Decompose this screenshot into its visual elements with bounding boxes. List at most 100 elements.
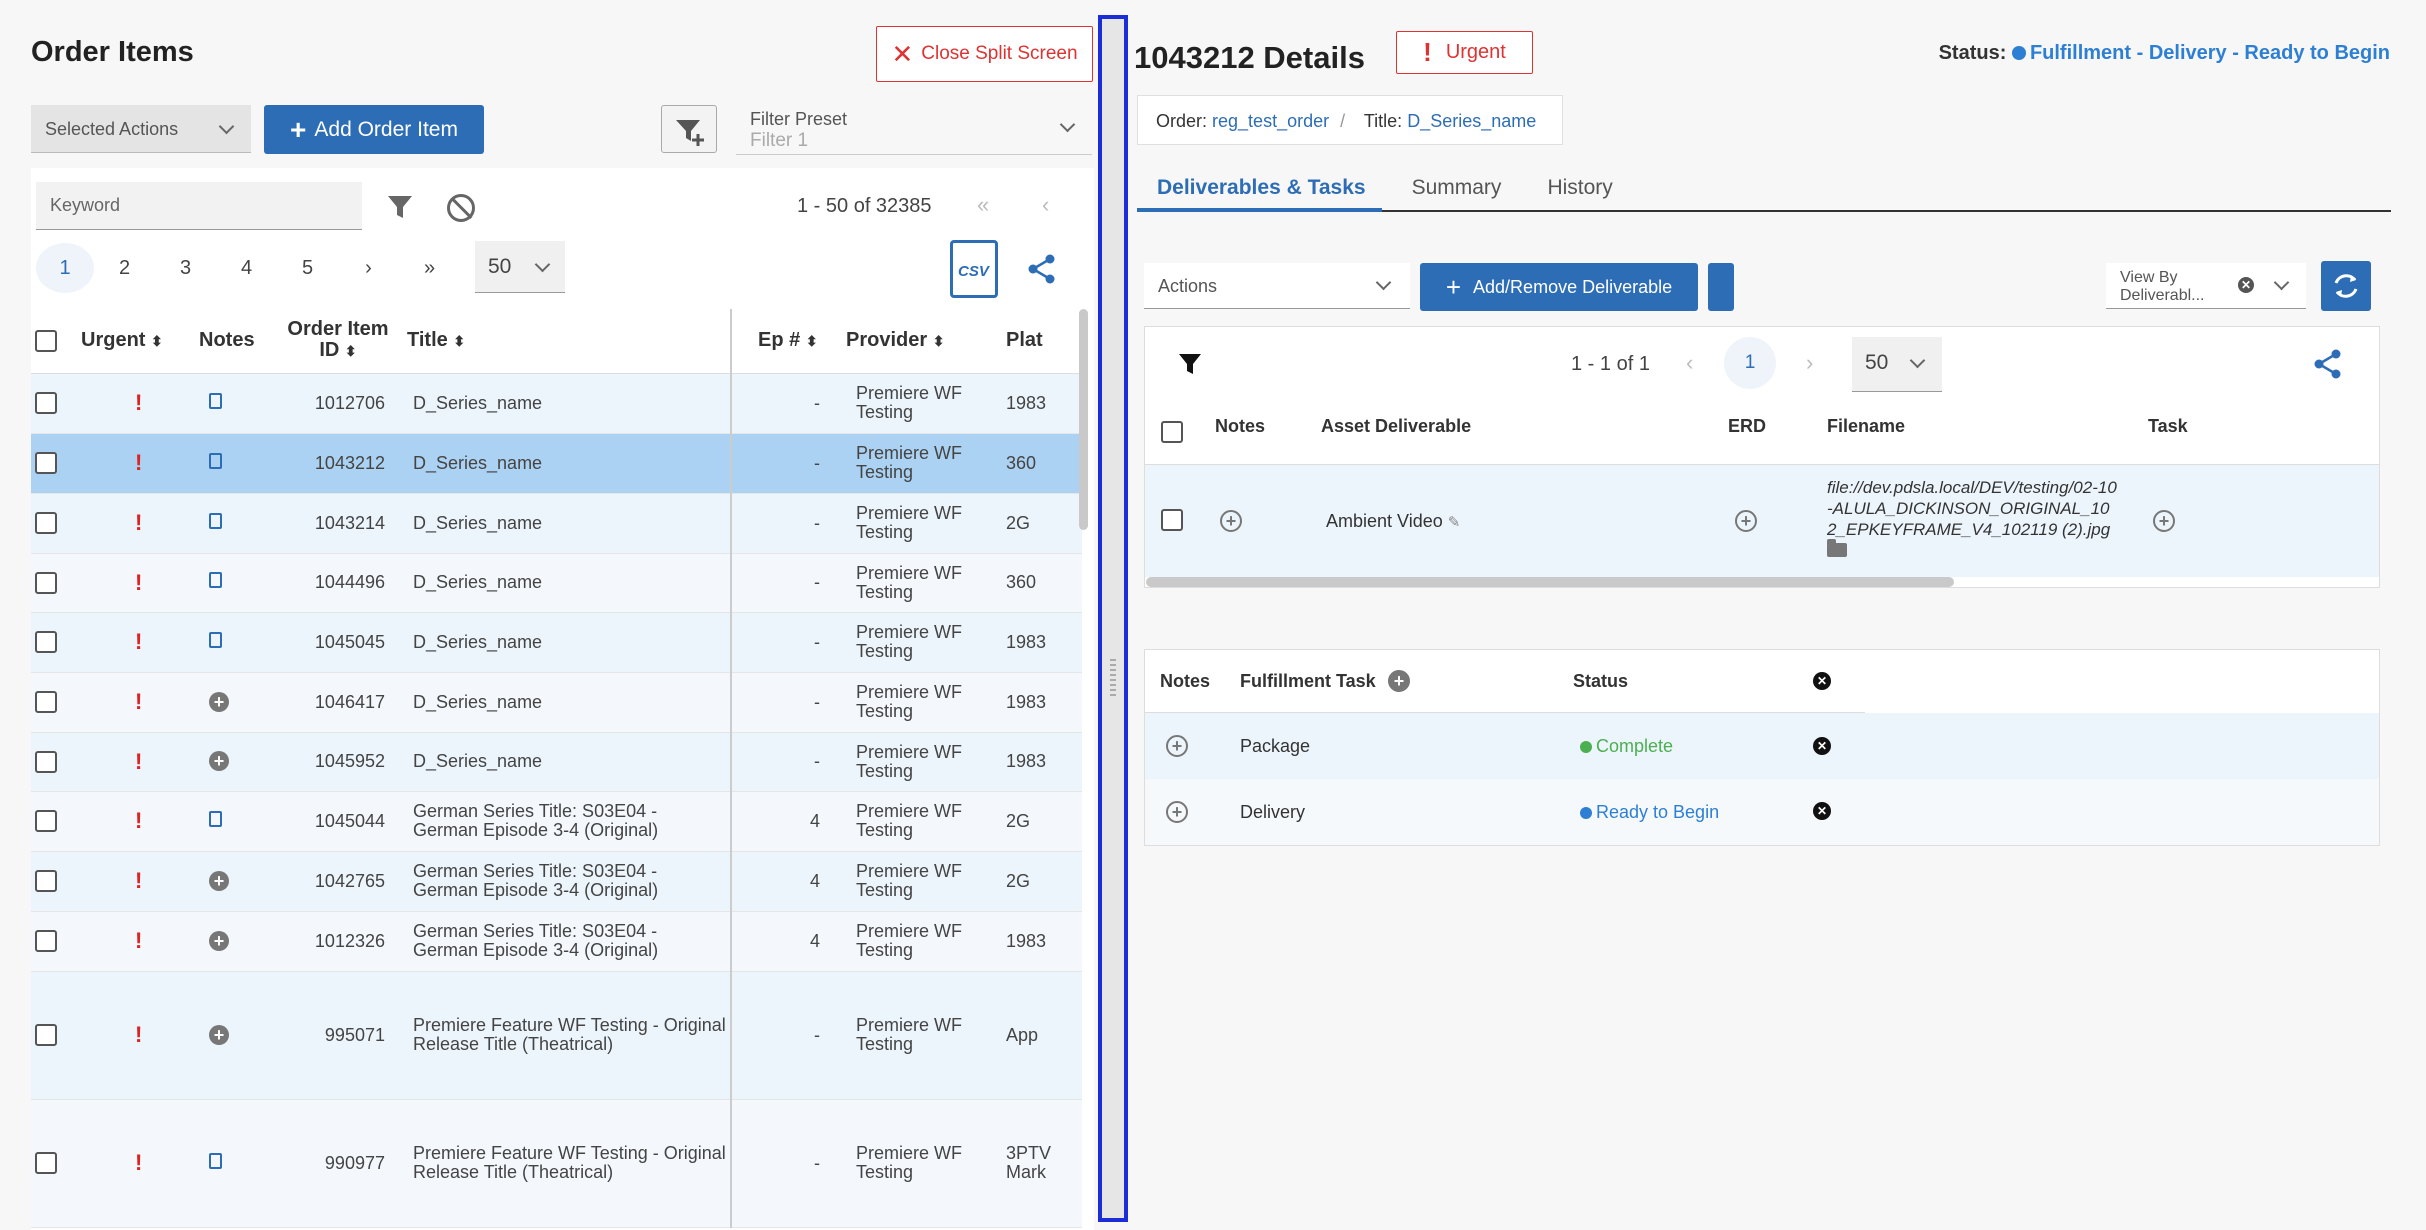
row-checkbox[interactable] xyxy=(35,1024,57,1047)
document-icon[interactable] xyxy=(209,512,222,529)
row-checkbox[interactable] xyxy=(35,452,57,475)
keyword-search-input[interactable]: Keyword xyxy=(36,182,362,230)
page-5-button[interactable]: 5 xyxy=(301,256,314,279)
table-scrollbar[interactable] xyxy=(1079,309,1088,530)
order-item-id[interactable]: 1012706 xyxy=(273,373,403,434)
order-title[interactable]: German Series Title: S03E04 - German Epi… xyxy=(403,851,731,912)
first-page-button[interactable]: « xyxy=(977,192,990,217)
edit-pencil-icon[interactable]: ✎ xyxy=(1447,514,1461,531)
add-erd-icon[interactable]: + xyxy=(1735,510,1757,532)
filter-preset-select[interactable]: Filter Preset Filter 1 xyxy=(736,103,1092,155)
tab-history[interactable]: History xyxy=(1547,176,1613,199)
title-link[interactable]: D_Series_name xyxy=(1407,111,1537,131)
table-row[interactable]: ! +1046417 D_Series_name - Premiere WF Testi… xyxy=(31,672,1082,733)
horizontal-scrollbar[interactable] xyxy=(1146,577,1954,587)
row-checkbox[interactable] xyxy=(35,631,57,654)
share-icon[interactable] xyxy=(1028,254,1056,284)
filter-icon[interactable] xyxy=(386,194,414,220)
refresh-button[interactable] xyxy=(2321,261,2371,311)
order-item-id[interactable]: 995071 xyxy=(273,971,403,1100)
selected-actions-select[interactable]: Selected Actions xyxy=(31,105,251,153)
folder-icon[interactable] xyxy=(1827,539,1847,557)
document-icon[interactable] xyxy=(209,452,222,469)
document-icon[interactable] xyxy=(209,631,222,648)
per-page-select[interactable]: 50 xyxy=(1852,337,1942,392)
add-note-icon[interactable]: + xyxy=(209,870,229,891)
col-order-item-id[interactable]: Order Item ID ⬍ xyxy=(273,309,403,374)
row-checkbox[interactable] xyxy=(35,691,57,714)
table-row[interactable]: ! 1012706 D_Series_name - Premiere WF Testin… xyxy=(31,373,1082,434)
add-note-icon[interactable]: + xyxy=(1166,735,1188,757)
order-item-id[interactable]: 1042765 xyxy=(273,851,403,912)
table-row[interactable]: ! +1012326 German Series Title: S03E04 - G… xyxy=(31,911,1082,972)
add-filter-button[interactable] xyxy=(661,105,717,153)
row-checkbox[interactable] xyxy=(35,571,57,594)
order-item-id[interactable]: 1045952 xyxy=(273,732,403,792)
select-all-checkbox[interactable] xyxy=(35,329,57,352)
order-title[interactable]: Premiere Feature WF Testing - Original R… xyxy=(403,1099,731,1228)
order-title[interactable]: D_Series_name xyxy=(403,373,731,434)
order-title[interactable]: D_Series_name xyxy=(403,732,731,792)
order-title[interactable]: D_Series_name xyxy=(403,553,731,613)
order-title[interactable]: D_Series_name xyxy=(403,493,731,554)
prev-page-button[interactable]: ‹ xyxy=(1686,350,1694,375)
split-divider[interactable] xyxy=(1098,15,1128,1222)
row-checkbox[interactable] xyxy=(35,392,57,415)
order-item-id[interactable]: 1045044 xyxy=(273,791,403,852)
col-title[interactable]: Title ⬍ xyxy=(403,309,731,374)
table-row[interactable]: ! +1042765 German Series Title: S03E04 - G… xyxy=(31,851,1082,912)
order-link[interactable]: reg_test_order xyxy=(1212,111,1330,131)
document-icon[interactable] xyxy=(209,810,222,827)
close-icon[interactable]: ✕ xyxy=(1813,672,1831,690)
col-urgent[interactable]: Urgent ⬍ xyxy=(77,309,195,374)
table-row[interactable]: ! 1043212 D_Series_name - Premiere WF Testin… xyxy=(31,433,1082,494)
row-checkbox[interactable] xyxy=(1161,509,1183,531)
add-task-icon[interactable]: + xyxy=(2153,510,2175,532)
table-row[interactable]: ! 1043214 D_Series_name - Premiere WF Testin… xyxy=(31,493,1082,554)
clear-icon[interactable]: ✕ xyxy=(2238,277,2254,293)
table-row[interactable]: ! 1045044 German Series Title: S03E04 - Ge… xyxy=(31,791,1082,852)
add-note-icon[interactable]: + xyxy=(209,751,229,771)
share-icon[interactable] xyxy=(2314,349,2342,379)
page-4-button[interactable]: 4 xyxy=(240,256,253,279)
add-note-icon[interactable]: + xyxy=(1166,801,1188,823)
drag-handle-icon[interactable] xyxy=(1110,659,1116,699)
table-row[interactable]: ! 990977 Premiere Feature WF Testing - Ori… xyxy=(31,1099,1082,1228)
order-item-id[interactable]: 1043214 xyxy=(273,493,403,554)
page-1-button[interactable]: 1 xyxy=(1724,337,1776,389)
row-checkbox[interactable] xyxy=(35,1152,57,1175)
col-provider[interactable]: Provider ⬍ xyxy=(842,309,1002,374)
order-item-id[interactable]: 1045045 xyxy=(273,612,403,673)
col-ep[interactable]: Ep # ⬍ xyxy=(730,309,842,374)
row-checkbox[interactable] xyxy=(35,930,57,953)
row-checkbox[interactable] xyxy=(35,870,57,893)
actions-select[interactable]: Actions xyxy=(1144,263,1410,309)
order-title[interactable]: German Series Title: S03E04 - German Epi… xyxy=(403,791,731,852)
order-item-id[interactable]: 1046417 xyxy=(273,672,403,733)
order-item-id[interactable]: 1044496 xyxy=(273,553,403,613)
page-1-button[interactable]: 1 xyxy=(36,243,94,293)
add-remove-deliverable-button[interactable]: + Add/Remove Deliverable xyxy=(1420,263,1698,311)
csv-export-icon[interactable]: CSV xyxy=(950,240,998,298)
remove-task-icon[interactable]: ✕ xyxy=(1813,737,1831,755)
add-order-item-button[interactable]: + Add Order Item xyxy=(264,105,484,154)
filename-text[interactable]: file://dev.pdsla.local/DEV/testing/02-10… xyxy=(1827,478,2117,539)
clear-filter-icon[interactable] xyxy=(447,194,475,222)
task-row[interactable] xyxy=(1145,779,2379,845)
select-all-checkbox[interactable] xyxy=(1161,421,1183,444)
tab-summary[interactable]: Summary xyxy=(1411,176,1502,199)
close-split-screen-button[interactable]: ✕ Close Split Screen xyxy=(876,26,1093,82)
order-title[interactable]: German Series Title: S03E04 - German Epi… xyxy=(403,911,731,972)
order-item-id[interactable]: 1012326 xyxy=(273,911,403,972)
prev-page-button[interactable]: ‹ xyxy=(1042,192,1050,217)
page-3-button[interactable]: 3 xyxy=(179,256,192,279)
order-item-id[interactable]: 1043212 xyxy=(273,433,403,494)
add-note-icon[interactable]: + xyxy=(209,1024,229,1045)
more-actions-button[interactable] xyxy=(1708,263,1734,311)
per-page-select[interactable]: 50 xyxy=(475,241,565,293)
order-title[interactable]: D_Series_name xyxy=(403,672,731,733)
select-all-deliverables[interactable] xyxy=(1161,421,1183,444)
table-row[interactable]: ! +995071 Premiere Feature WF Testing - Or… xyxy=(31,971,1082,1100)
add-note-icon[interactable]: + xyxy=(209,691,229,712)
last-page-button[interactable]: » xyxy=(423,256,436,279)
